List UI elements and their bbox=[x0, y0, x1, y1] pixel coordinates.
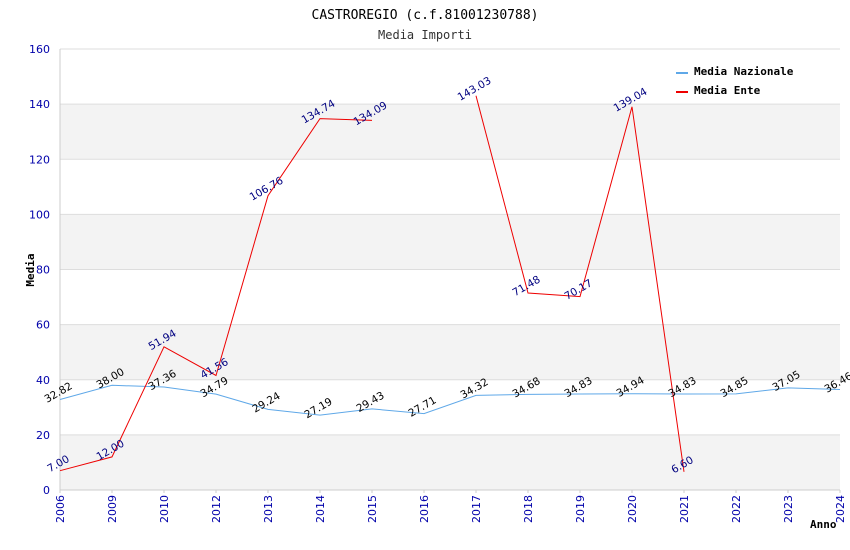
y-axis-title: Media bbox=[24, 253, 37, 286]
y-tick-label: 20 bbox=[36, 429, 50, 442]
x-axis-title: Anno bbox=[810, 518, 837, 531]
chart-title: CASTROREGIO (c.f.81001230788) bbox=[312, 8, 539, 23]
y-tick-label: 0 bbox=[43, 484, 50, 497]
x-tick-label: 2022 bbox=[730, 495, 743, 523]
x-tick-label: 2010 bbox=[158, 495, 171, 523]
x-tick-label: 2013 bbox=[262, 495, 275, 523]
x-tick-label: 2019 bbox=[574, 495, 587, 523]
x-tick-label: 2006 bbox=[54, 495, 67, 523]
series-line-nazionale bbox=[59, 384, 841, 416]
x-tick-label: 2012 bbox=[210, 495, 223, 523]
legend-label-nazionale: Media Nazionale bbox=[694, 65, 794, 78]
series-line-ente bbox=[59, 118, 373, 472]
x-tick-label: 2016 bbox=[418, 495, 431, 523]
x-tick-label: 2020 bbox=[626, 495, 639, 523]
y-tick-label: 40 bbox=[36, 374, 50, 387]
x-tick-label: 2023 bbox=[782, 495, 795, 523]
x-tick-label: 2024 bbox=[834, 495, 847, 523]
y-tick-label: 160 bbox=[29, 43, 50, 56]
plot-band bbox=[60, 104, 840, 160]
plot-band bbox=[60, 214, 840, 270]
x-tick-label: 2009 bbox=[106, 495, 119, 523]
x-tick-label: 2015 bbox=[366, 495, 379, 523]
legend-label-ente: Media Ente bbox=[694, 84, 761, 97]
y-tick-label: 100 bbox=[29, 208, 50, 221]
plot-band bbox=[60, 434, 840, 490]
series-line-ente bbox=[475, 95, 685, 472]
x-tick-label: 2014 bbox=[314, 495, 327, 523]
x-tick-label: 2021 bbox=[678, 495, 691, 523]
legend: Media Nazionale Media Ente bbox=[669, 60, 809, 101]
y-tick-label: 140 bbox=[29, 98, 50, 111]
x-tick-label: 2017 bbox=[470, 495, 483, 523]
x-tick-labels: 2006 2009 2010 2012 2013 2014 2015 2016 2017 2018… bbox=[54, 490, 847, 523]
chart-subtitle: Media Importi bbox=[378, 28, 472, 42]
y-tick-label: 120 bbox=[29, 153, 50, 166]
legend-box bbox=[669, 60, 809, 101]
gridlines bbox=[60, 48, 840, 491]
y-tick-labels: 0 20 40 60 80 100 120 140 160 bbox=[29, 43, 50, 497]
y-tick-label: 80 bbox=[36, 264, 50, 277]
plot-band bbox=[60, 324, 840, 380]
series-lines bbox=[59, 95, 841, 472]
x-tick-label: 2018 bbox=[522, 495, 535, 523]
axes bbox=[59, 49, 840, 491]
y-tick-label: 60 bbox=[36, 319, 50, 332]
